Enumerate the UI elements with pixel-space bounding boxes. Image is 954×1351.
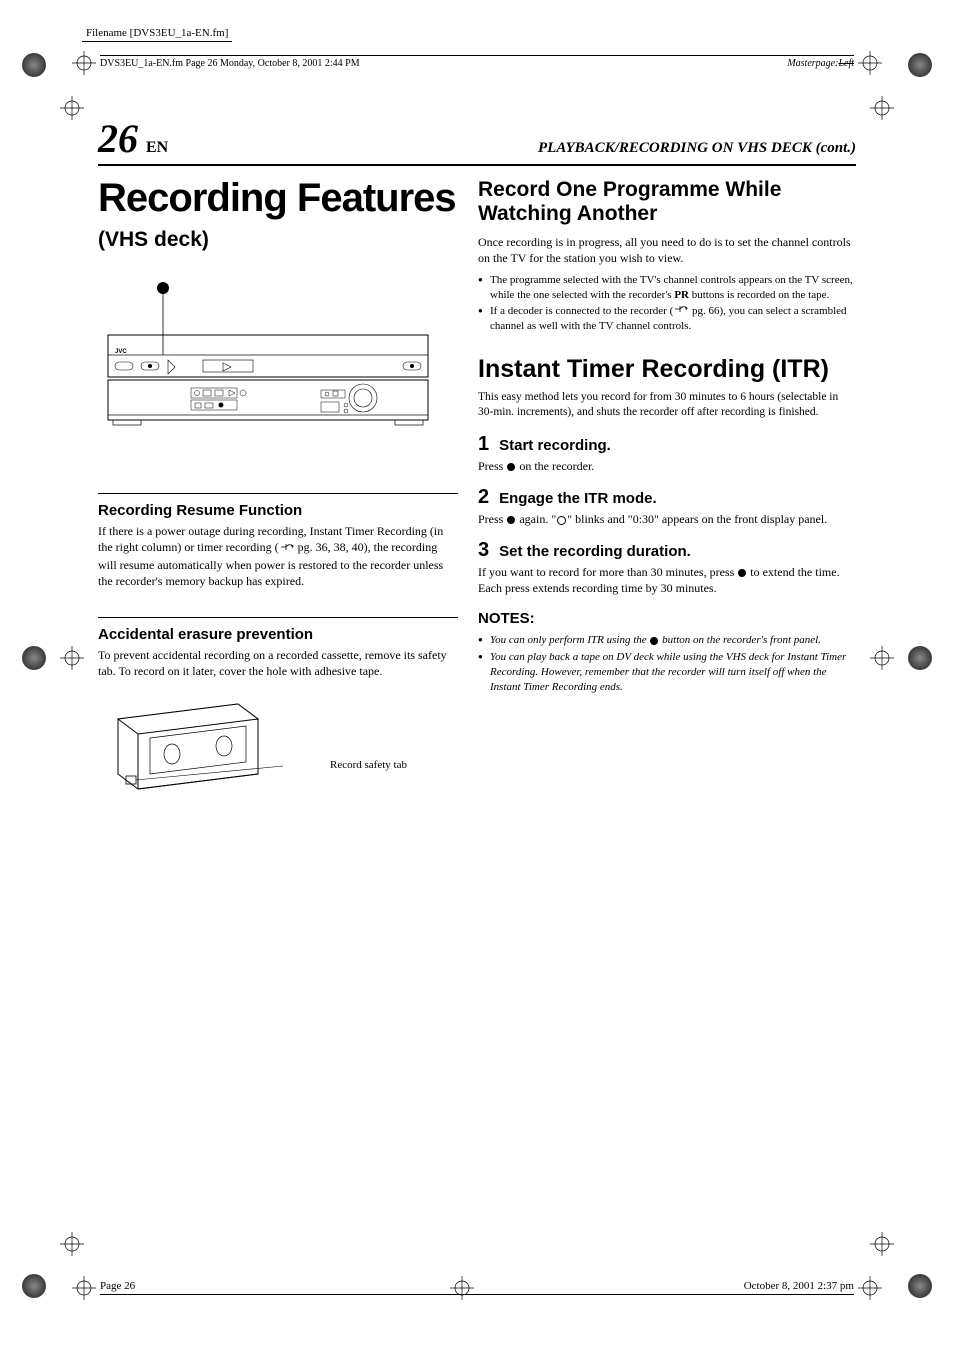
registration-corner — [22, 1274, 46, 1298]
step-2: 2 Engage the ITR mode. — [478, 486, 856, 509]
registration-corner — [908, 646, 932, 670]
left-column: Recording Features (VHS deck) JVC — [98, 178, 458, 804]
vcr-device-illustration: JVC — [103, 280, 458, 465]
filename-label: Filename [DVS3EU_1a-EN.fm] — [82, 25, 232, 42]
step-2-body: Press again. "" blinks and "0:30" appear… — [478, 511, 856, 527]
list-item: The programme selected with the TV's cha… — [478, 273, 856, 303]
notes-heading: NOTES: — [478, 610, 856, 627]
crosshair-mark — [60, 646, 84, 670]
list-item: You can play back a tape on DV deck whil… — [478, 650, 856, 695]
crosshair-mark — [72, 1276, 96, 1300]
record-dot-icon — [738, 569, 746, 577]
frame-footer: Page 26 October 8, 2001 2:37 pm — [100, 1280, 854, 1295]
section-title: PLAYBACK/RECORDING ON VHS DECK (cont.) — [538, 140, 856, 157]
resume-heading: Recording Resume Function — [98, 493, 458, 519]
empty-circle-icon — [557, 516, 566, 525]
crosshair-mark — [858, 1276, 882, 1300]
footer-left-text: Page 26 — [100, 1280, 135, 1292]
crosshair-mark — [858, 51, 882, 75]
right-column: Record One Programme While Watching Anot… — [478, 178, 856, 804]
resume-body: If there is a power outage during record… — [98, 523, 458, 589]
pointer-icon — [674, 304, 688, 319]
step-3-body: If you want to record for more than 30 m… — [478, 564, 856, 596]
footer-right-text: October 8, 2001 2:37 pm — [744, 1280, 854, 1292]
header-right-text: Masterpage:Left — [787, 58, 854, 69]
svg-text:JVC: JVC — [115, 349, 127, 355]
page-content: 26 EN PLAYBACK/RECORDING ON VHS DECK (co… — [98, 115, 856, 1256]
registration-corner — [908, 1274, 932, 1298]
main-title: Recording Features — [98, 178, 458, 218]
record-dot-icon — [650, 637, 658, 645]
crosshair-mark — [870, 1232, 894, 1256]
itr-heading: Instant Timer Recording (ITR) — [478, 356, 856, 384]
notes-list: You can only perform ITR using the butto… — [478, 633, 856, 694]
step-number: 3 — [478, 539, 489, 562]
page-header-row: 26 EN PLAYBACK/RECORDING ON VHS DECK (co… — [98, 115, 856, 166]
page-lang: EN — [146, 139, 168, 156]
step-number: 1 — [478, 433, 489, 456]
step-title: Engage the ITR mode. — [499, 490, 657, 507]
crosshair-mark — [60, 96, 84, 120]
crosshair-mark — [870, 96, 894, 120]
crosshair-mark — [60, 1232, 84, 1256]
step-3: 3 Set the recording duration. — [478, 539, 856, 562]
step-number: 2 — [478, 486, 489, 509]
page-number: 26 — [98, 116, 138, 161]
itr-intro: This easy method lets you record for fro… — [478, 390, 856, 421]
step-1: 1 Start recording. — [478, 433, 856, 456]
cassette-caption: Record safety tab — [330, 759, 407, 771]
erasure-heading: Accidental erasure prevention — [98, 617, 458, 643]
crosshair-mark — [870, 646, 894, 670]
header-left-text: DVS3EU_1a-EN.fm Page 26 Monday, October … — [100, 58, 360, 69]
list-item: If a decoder is connected to the recorde… — [478, 304, 856, 334]
record-watch-heading: Record One Programme While Watching Anot… — [478, 178, 856, 226]
erasure-body: To prevent accidental recording on a rec… — [98, 647, 458, 679]
list-item: You can only perform ITR using the butto… — [478, 633, 856, 648]
step-title: Set the recording duration. — [499, 543, 691, 560]
record-watch-bullets: The programme selected with the TV's cha… — [478, 273, 856, 334]
record-watch-intro: Once recording is in progress, all you n… — [478, 234, 856, 266]
step-title: Start recording. — [499, 437, 611, 454]
cassette-illustration: Record safety tab — [98, 689, 458, 804]
record-dot-icon — [507, 463, 515, 471]
registration-corner — [22, 646, 46, 670]
frame-header: DVS3EU_1a-EN.fm Page 26 Monday, October … — [100, 55, 854, 69]
pointer-icon — [280, 540, 294, 556]
crosshair-mark — [72, 51, 96, 75]
subtitle: (VHS deck) — [98, 228, 458, 252]
step-1-body: Press on the recorder. — [478, 458, 856, 474]
registration-corner — [908, 53, 932, 77]
page-number-block: 26 EN — [98, 115, 168, 162]
registration-corner — [22, 53, 46, 77]
record-dot-icon — [507, 516, 515, 524]
